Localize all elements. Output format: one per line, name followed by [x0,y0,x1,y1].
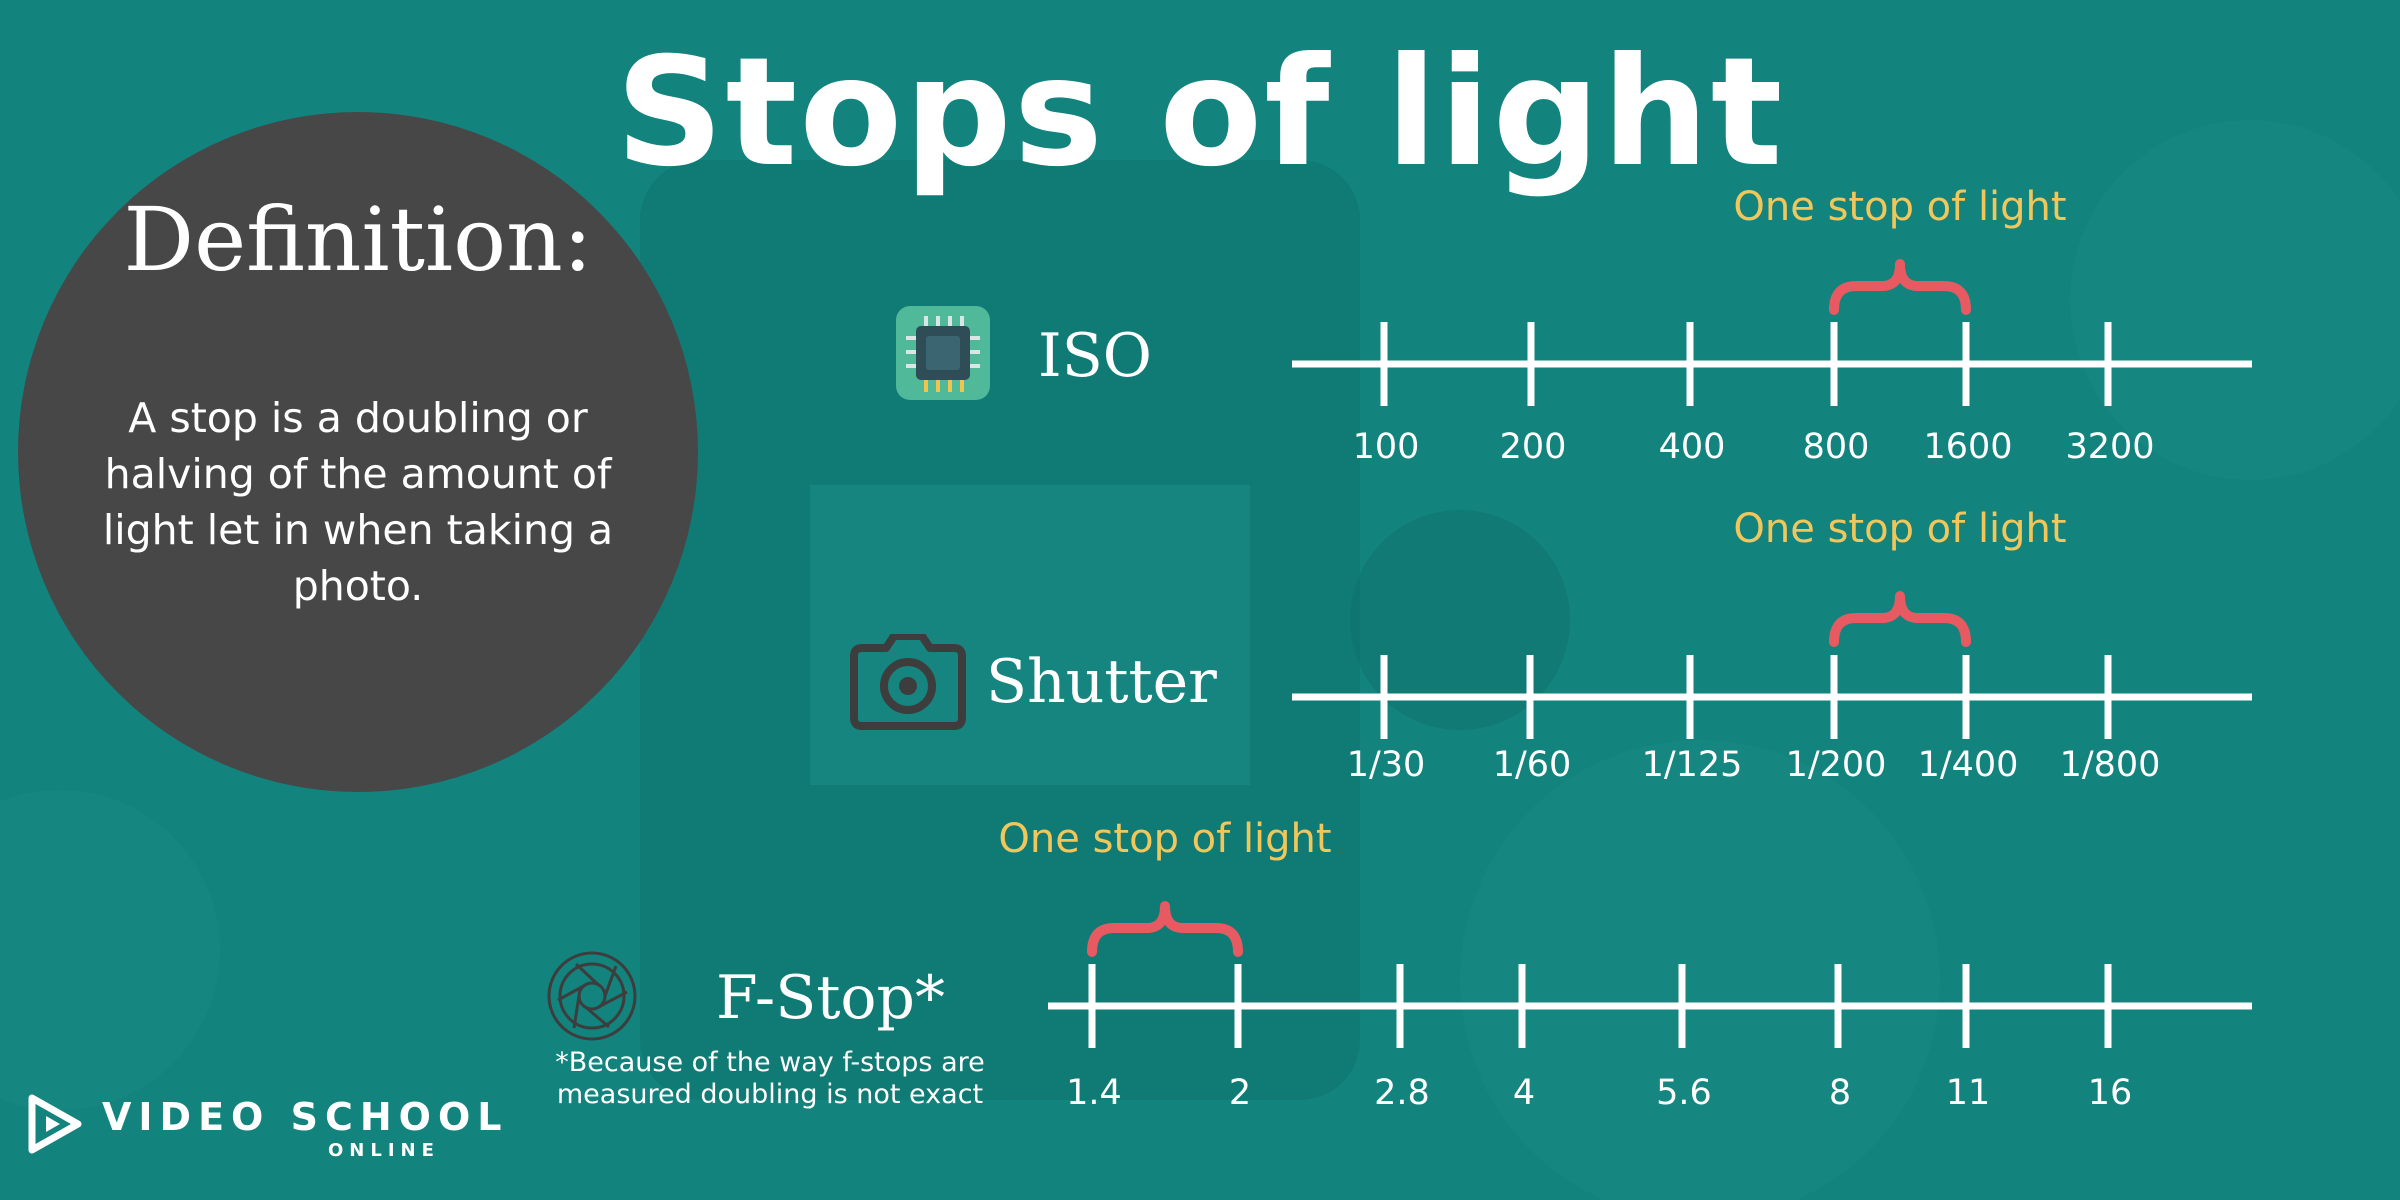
shutter-stop-brace [1829,591,1971,647]
shutter-tick-label: 1/125 [1642,745,1743,785]
iso-tick-label: 1600 [1923,427,2012,467]
shutter-tick-label: 1/800 [2060,745,2161,785]
fstop-tick-label: 8 [1829,1073,1851,1113]
definition-circle [18,112,698,792]
shutter-scale: 1/30 1/60 1/125 1/200 1/400 1/800 One stop of … [1292,506,2252,785]
fstop-tick-label: 5.6 [1656,1073,1712,1113]
shutter-tick-label: 1/200 [1786,745,1887,785]
iso-tick-label: 800 [1803,427,1870,467]
fstop-label: F-Stop* [716,963,945,1033]
iso-stop-brace [1829,259,1971,315]
shutter-tick-label: 1/400 [1918,745,2019,785]
iso-label: ISO [1038,321,1152,391]
iso-tick-label: 3200 [2065,427,2154,467]
aperture-icon [547,951,637,1041]
brand-logo: VIDEO SCHOOL ONLINE [102,1095,509,1161]
brand-name: VIDEO SCHOOL [102,1095,509,1139]
fstop-tick-label: 2.8 [1374,1073,1430,1113]
camera-icon [850,634,966,730]
iso-tick-label: 200 [1500,427,1567,467]
brand-sub: ONLINE [328,1140,440,1161]
iso-tick-label: 100 [1353,427,1420,467]
chip-icon [896,306,990,400]
fstop-tick-label: 11 [1946,1073,1991,1113]
shutter-tick-label: 1/60 [1493,745,1572,785]
shutter-annotation: One stop of light [1733,506,2066,552]
definition-body: A stop is a doubling or halving of the a… [102,394,614,610]
fstop-tick-label: 1.4 [1066,1073,1122,1113]
fstop-footnote: *Because of the way f-stops are measured… [555,1047,985,1110]
page-title: Stops of light [615,26,1785,200]
play-logo-icon [28,1094,82,1154]
fstop-annotation: One stop of light [998,816,1331,862]
definition-heading: Definition: [123,188,593,291]
iso-tick-label: 400 [1659,427,1726,467]
fstop-stop-brace [1087,901,1243,957]
shutter-tick-label: 1/30 [1347,745,1426,785]
fstop-tick-label: 2 [1229,1073,1251,1113]
fstop-scale: 1.4 2 2.8 4 5.6 8 11 16 One stop of light [998,816,2252,1113]
iso-scale: 100 200 400 800 1600 3200 One stop of light [1292,184,2252,467]
fstop-tick-label: 16 [2088,1073,2133,1113]
iso-annotation: One stop of light [1733,184,2066,230]
shutter-label: Shutter [986,647,1217,717]
fstop-tick-label: 4 [1513,1073,1535,1113]
